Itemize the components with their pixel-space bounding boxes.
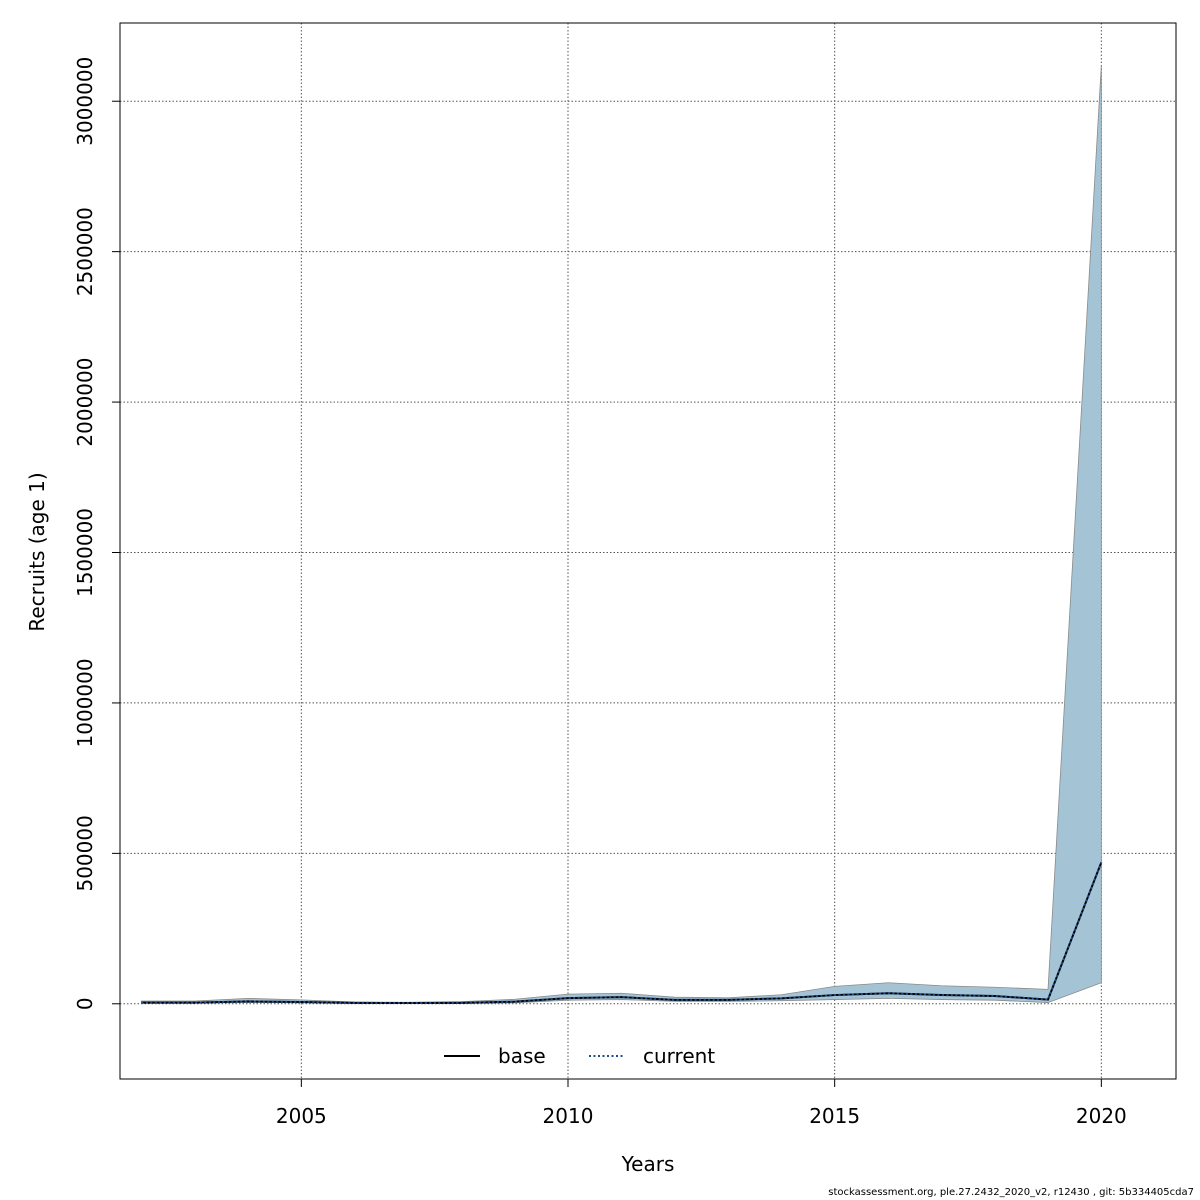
y-axis-title: Recruits (age 1) [25, 472, 49, 631]
y-tick-label: 3000000 [73, 57, 97, 146]
legend: base current [444, 1044, 715, 1068]
x-tick-label: 2015 [809, 1104, 860, 1128]
x-tick-label: 2010 [543, 1104, 594, 1128]
x-tick-label: 2020 [1076, 1104, 1127, 1128]
y-axis: 0 500000 1000000 1500000 2000000 2500000 30000… [73, 57, 120, 1010]
confidence-band-area [140, 65, 1102, 1004]
y-tick-label: 0 [73, 997, 97, 1010]
y-tick-label: 2500000 [73, 207, 97, 296]
y-tick-label: 1500000 [73, 508, 97, 597]
series-line-base [141, 862, 1103, 1005]
legend-label-current: current [643, 1044, 715, 1068]
grid-lines [120, 23, 1176, 1079]
series-lines [141, 862, 1103, 1005]
x-tick-label: 2005 [276, 1104, 327, 1128]
y-tick-label: 500000 [73, 815, 97, 891]
series-line-current [141, 862, 1103, 1005]
plot-frame [119, 22, 1177, 1080]
legend-label-base: base [498, 1044, 546, 1068]
x-axis-title: Years [621, 1152, 675, 1176]
y-tick-label: 1000000 [73, 658, 97, 747]
footer-note: stockassessment.org, ple.27.2432_2020_v2… [828, 1187, 1194, 1198]
y-tick-label: 2000000 [73, 358, 97, 447]
confidence-band [140, 65, 1102, 1004]
x-axis: 2005 2010 2015 2020 [276, 1079, 1127, 1128]
